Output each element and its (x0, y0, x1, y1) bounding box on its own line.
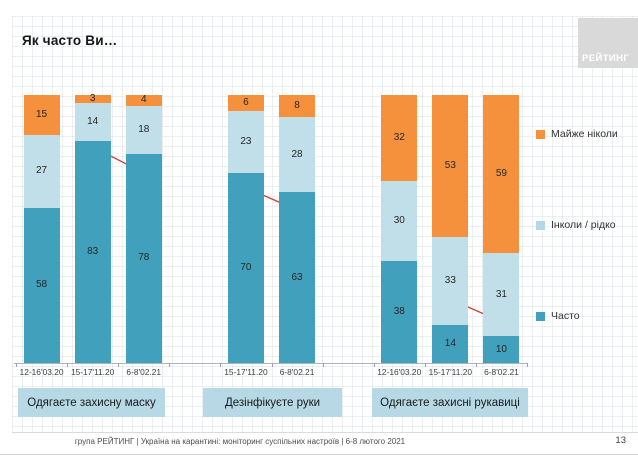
segment-value-label: 10 (495, 343, 507, 355)
bar-Одягаєте захисні рукавиці-12-16'03.20: 32 30 38 (381, 95, 418, 363)
segment-value-label: 78 (138, 252, 150, 264)
x-axis-tick (424, 363, 426, 367)
legend-item: Інколи / рідко (536, 219, 616, 231)
legend: Майже ніколи Інколи / рідко Часто (536, 0, 636, 456)
segment-value-label: 83 (87, 245, 99, 257)
segment-value-label: 31 (495, 288, 507, 300)
bar-segment-Майже ніколи: 59 (483, 95, 520, 254)
legend-label: Майже ніколи (551, 128, 618, 140)
legend-swatch-icon (536, 220, 545, 230)
bar-segment-Майже ніколи: 15 (23, 95, 60, 136)
group-label-gloves: Одягаєте захисні рукавиці (372, 388, 528, 417)
bar-Дезінфікуєте руки-6-8'02.21: 8 28 63 (279, 95, 316, 363)
legend-label: Часто (551, 310, 580, 322)
x-axis-tick (475, 363, 477, 367)
bar-segment-Часто: 10 (483, 336, 520, 363)
x-tick-label: 6-8'02.21 (484, 367, 519, 377)
x-tick-label: 6-8'02.21 (126, 367, 162, 377)
slide-background-grid (12, 16, 638, 433)
segment-value-label: 14 (444, 338, 456, 350)
legend-swatch-icon (536, 311, 545, 321)
group-label-hands: Дезінфікуєте руки (203, 388, 342, 417)
x-axis-tick (118, 363, 120, 367)
bar-Одягаєте захисну маску-15-17'11.20: 3 14 83 (74, 93, 111, 363)
x-tick-label: 15-17'11.20 (428, 367, 473, 377)
segment-value-label: 32 (393, 131, 405, 143)
x-tick-label: 12-16'03.20 (19, 367, 64, 377)
logo-text: РЕЙТИНГ (582, 53, 630, 64)
x-tick-label: 15-17'11.20 (70, 367, 115, 377)
bar-segment-Інколи / рідко: 28 (279, 116, 316, 193)
bar-segment-Інколи / рідко: 14 (74, 103, 111, 141)
x-axis-tick (169, 363, 171, 367)
bar-segment-Часто: 63 (279, 192, 316, 363)
x-axis-line (14, 363, 528, 364)
bar-segment-Майже ніколи: 4 (125, 94, 162, 106)
x-axis-tick (322, 363, 324, 367)
segment-value-label: 18 (138, 123, 150, 135)
segment-value-label: 30 (393, 214, 405, 226)
legend-swatch-icon (536, 129, 545, 139)
page-title: Як часто Ви… (22, 33, 118, 48)
rating-group-logo: РЕЙТИНГ (578, 18, 638, 68)
bar-Одягаєте захисні рукавиці-6-8'02.21: 59 31 10 (483, 95, 520, 363)
segment-value-label: 28 (291, 148, 303, 160)
bar-segment-Часто: 70 (227, 173, 264, 363)
x-axis-tick (271, 363, 273, 367)
bar-segment-Майже ніколи: 3 (74, 93, 111, 105)
bar-segment-Майже ніколи: 8 (279, 95, 316, 117)
bar-segment-Майже ніколи: 53 (432, 95, 469, 238)
x-axis-tick (16, 363, 17, 367)
bar-segment-Часто: 83 (74, 140, 111, 363)
group-label-mask: Одягаєте захисну маску (18, 388, 165, 417)
bar-segment-Інколи / рідко: 27 (23, 135, 60, 208)
bar-segment-Часто: 38 (381, 261, 418, 363)
segment-value-label: 4 (140, 94, 147, 106)
bar-segment-Інколи / рідко: 23 (227, 111, 264, 174)
legend-item: Часто (536, 310, 580, 322)
bar-Дезінфікуєте руки-15-17'11.20: 6 23 70 (227, 95, 264, 363)
bar-segment-Майже ніколи: 32 (381, 95, 418, 181)
segment-value-label: 38 (393, 306, 405, 318)
bar-Одягаєте захисні рукавиці-15-17'11.20: 53 33 14 (432, 95, 469, 363)
bar-segment-Інколи / рідко: 30 (381, 180, 418, 262)
bar-segment-Часто: 14 (432, 325, 469, 363)
segment-value-label: 27 (35, 165, 48, 177)
x-axis-tick (373, 363, 375, 367)
bar-segment-Інколи / рідко: 33 (432, 237, 469, 326)
x-axis-tick (527, 363, 528, 367)
bar-Одягаєте захисну маску-6-8'02.21: 4 18 78 (125, 94, 162, 363)
segment-value-label: 58 (35, 279, 48, 291)
legend-label: Інколи / рідко (551, 219, 616, 231)
x-tick-label: 15-17'11.20 (224, 367, 268, 377)
segment-value-label: 15 (35, 109, 48, 121)
segment-value-label: 23 (240, 136, 252, 148)
segment-value-label: 6 (243, 97, 249, 109)
footer-text: група РЕЙТИНГ | Україна на карантині: мо… (74, 437, 406, 446)
segment-value-label: 70 (240, 262, 252, 274)
x-tick-label: 12-16'03.20 (377, 367, 422, 377)
x-axis-tick (220, 363, 222, 367)
segment-value-label: 14 (87, 115, 99, 127)
bar-segment-Часто: 58 (23, 207, 60, 363)
bar-segment-Інколи / рідко: 31 (483, 253, 520, 337)
page-number: 13 (615, 435, 626, 446)
segment-value-label: 53 (444, 160, 456, 172)
bar-segment-Майже ніколи: 6 (227, 95, 264, 112)
bar-segment-Часто: 78 (125, 153, 162, 363)
segment-value-label: 8 (294, 99, 300, 111)
segment-value-label: 63 (291, 271, 303, 283)
segment-value-label: 3 (89, 93, 96, 105)
segment-value-label: 59 (495, 168, 507, 180)
bar-segment-Інколи / рідко: 18 (125, 105, 162, 154)
bar-Одягаєте захисну маску-12-16'03.20: 15 27 58 (23, 95, 60, 363)
x-tick-label: 6-8'02.21 (279, 367, 315, 377)
legend-item: Майже ніколи (536, 128, 618, 140)
x-axis-tick (67, 363, 69, 367)
segment-value-label: 33 (444, 275, 456, 287)
slide-bottom-edge (0, 454, 638, 455)
